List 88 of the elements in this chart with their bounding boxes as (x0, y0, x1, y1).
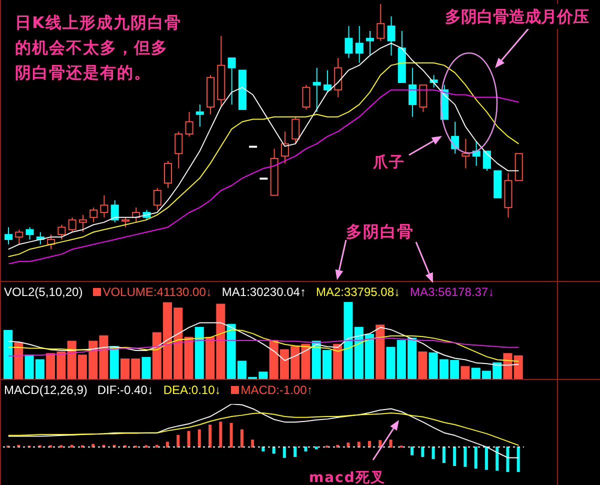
bar (418, 352, 428, 379)
candlestick (90, 207, 98, 223)
bar (453, 446, 456, 466)
bar (240, 429, 244, 448)
bar (516, 446, 520, 472)
candlestick (366, 30, 374, 56)
bar (432, 446, 435, 460)
candlestick (174, 131, 183, 169)
candlestick (78, 214, 87, 233)
text: DIF:-0.40↓ (97, 383, 154, 397)
bar (294, 446, 297, 458)
bar (251, 440, 254, 448)
bar (376, 324, 385, 379)
candlestick (4, 226, 12, 245)
bar (464, 446, 467, 467)
candlestick (15, 229, 24, 245)
chart-title: MACD(12,26,9) (4, 383, 88, 397)
bar (460, 366, 470, 379)
candlestick (185, 111, 194, 137)
bar (304, 446, 308, 452)
bar (389, 440, 392, 448)
candlestick (68, 216, 76, 233)
candlestick (228, 57, 236, 106)
candlestick (344, 26, 353, 58)
annotation: 爪子 (373, 152, 406, 173)
annotation: 日K线上形成九阴白骨的机会不太多，但多阴白骨还是有的。 (15, 12, 182, 84)
candlestick (26, 226, 34, 240)
candlestick (153, 187, 162, 211)
candlestick (355, 26, 364, 64)
bar (176, 434, 180, 448)
bar (198, 429, 201, 448)
candlestick (312, 67, 321, 112)
candlestick (334, 57, 342, 98)
annotation: 多阴白骨 (346, 221, 415, 243)
candlestick (376, 4, 385, 42)
bar (346, 442, 350, 448)
bar (421, 446, 424, 458)
bar (4, 330, 12, 379)
series-label: MA1:30230.04↑ (222, 285, 306, 299)
candlestick (164, 160, 172, 188)
bar (110, 346, 119, 379)
bar (272, 446, 276, 454)
bar (484, 446, 488, 470)
bar (230, 422, 233, 448)
bar (187, 431, 190, 448)
bar (208, 424, 212, 448)
bar (184, 336, 194, 379)
candlestick (387, 16, 396, 56)
bar (92, 444, 95, 448)
bar (442, 446, 446, 464)
bar (142, 356, 151, 379)
bar (166, 442, 169, 448)
bar (368, 440, 372, 448)
candlestick (196, 104, 204, 128)
bar (474, 446, 478, 469)
candlestick (408, 67, 417, 118)
candlestick (292, 116, 300, 144)
candlestick (58, 224, 66, 240)
bar (14, 342, 24, 379)
candlestick (323, 70, 332, 93)
legend-label: MACD:-1.00↑ (240, 383, 313, 397)
bar (219, 422, 222, 448)
text: MA3:56178.37↓ (410, 285, 494, 299)
candlestick (462, 138, 470, 169)
bar (378, 440, 382, 448)
series-label: DEA:0.10↓ (163, 383, 221, 397)
candlestick (482, 150, 491, 172)
annotation: macd死叉 (309, 469, 386, 485)
candlestick (100, 194, 108, 218)
bar (496, 446, 499, 471)
series-label: VOLUME:41130.00↓ (102, 285, 212, 299)
bar (333, 344, 342, 379)
annotation: 多阴白骨造成月价压 (445, 4, 600, 29)
bar (194, 326, 204, 379)
bar (506, 446, 510, 472)
candlestick (280, 131, 289, 164)
candlestick (121, 216, 130, 228)
bar (282, 446, 286, 458)
text: MA2:33795.08↓ (316, 285, 400, 299)
candlestick (110, 200, 119, 223)
bar (514, 355, 523, 379)
bar (262, 446, 265, 452)
candlestick (302, 84, 310, 110)
bar (410, 446, 414, 456)
bar (503, 353, 512, 379)
bar (344, 302, 353, 379)
candlestick (419, 84, 428, 112)
chart-title: VOL2(5,10,20) (4, 285, 83, 299)
